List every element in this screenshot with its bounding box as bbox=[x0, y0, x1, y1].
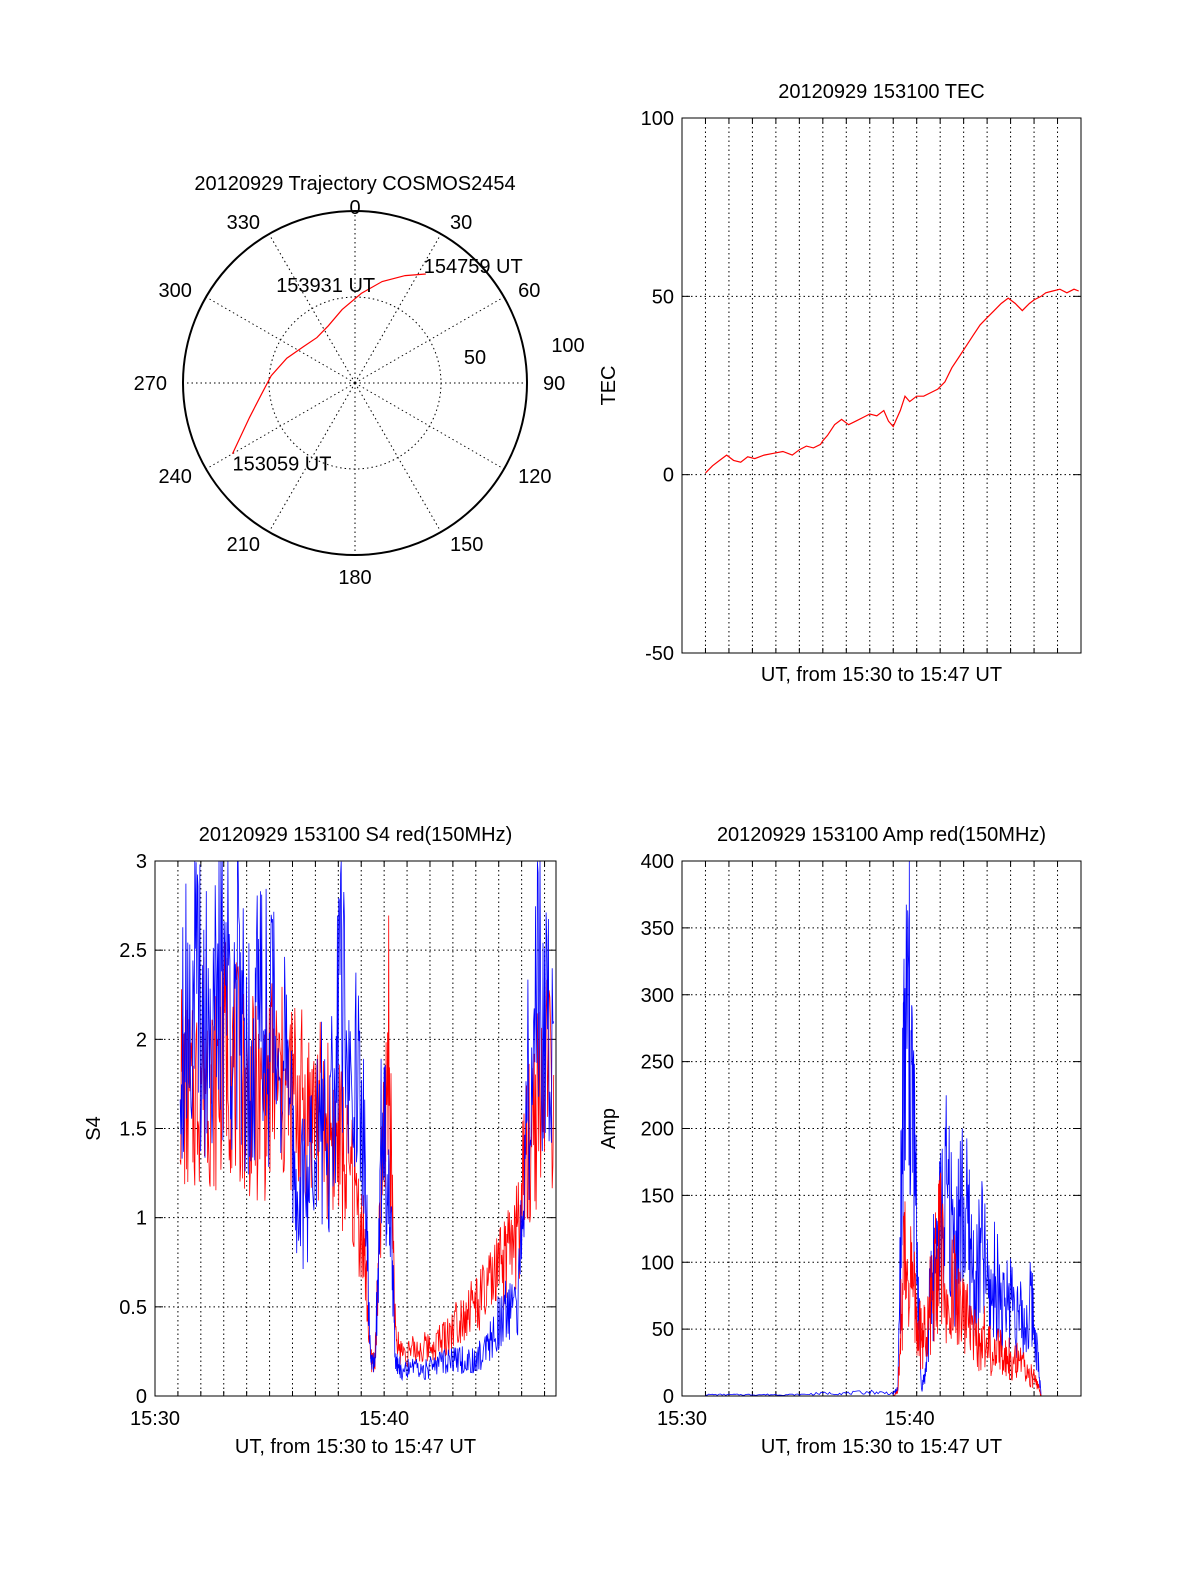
y-tick-label: 1.5 bbox=[119, 1119, 147, 1141]
polar-azimuth-label: 300 bbox=[159, 280, 192, 302]
y-tick-label: 0 bbox=[663, 1386, 674, 1408]
y-tick-label: 3 bbox=[136, 851, 147, 873]
y-tick-label: 200 bbox=[641, 1119, 674, 1141]
amp-chart: 20120929 153100 Amp red(150MHz) 0 50 100 150… bbox=[598, 824, 1082, 1458]
trajectory-time-annotation: 154759 UT bbox=[424, 256, 523, 278]
x-tick-label: 15:30 bbox=[130, 1408, 180, 1430]
polar-spoke bbox=[354, 382, 442, 533]
polar-azimuth-label: 120 bbox=[518, 466, 551, 488]
trajectory-time-annotation: 153931 UT bbox=[276, 275, 375, 297]
tec-chart-series-line bbox=[705, 288, 1079, 474]
polar-azimuth-label: 210 bbox=[227, 534, 260, 556]
polar-spoke bbox=[268, 382, 356, 533]
polar-spoke bbox=[354, 296, 505, 384]
s4-chart-ylabel: S4 bbox=[83, 1116, 105, 1140]
y-tick-label: 50 bbox=[652, 286, 674, 308]
polar-spoke bbox=[268, 233, 356, 384]
trajectory-time-annotation: 153059 UT bbox=[233, 454, 332, 476]
y-tick-label: 400 bbox=[641, 851, 674, 873]
s4-chart: 20120929 153100 S4 red(150MHz) 0 0.5 1 1.5 2 2… bbox=[83, 824, 557, 1458]
polar-azimuth-label: 240 bbox=[159, 466, 192, 488]
polar-azimuth-label: 30 bbox=[450, 212, 472, 234]
y-tick-label: 1 bbox=[136, 1208, 147, 1230]
amp-chart-xlabel: UT, from 15:30 to 15:47 UT bbox=[761, 1436, 1002, 1458]
s4-chart-title: 20120929 153100 S4 red(150MHz) bbox=[199, 824, 513, 846]
polar-azimuth-label: 90 bbox=[543, 373, 565, 395]
tec-chart-xlabel: UT, from 15:30 to 15:47 UT bbox=[761, 664, 1002, 686]
polar-spoke bbox=[205, 382, 356, 470]
polar-radius-label: 100 bbox=[551, 335, 584, 357]
polar-spoke bbox=[205, 296, 356, 384]
y-tick-label: 2.5 bbox=[119, 940, 147, 962]
y-tick-label: 0.5 bbox=[119, 1297, 147, 1319]
polar-spoke bbox=[354, 382, 505, 470]
polar-spoke bbox=[354, 233, 442, 384]
polar-title: 20120929 Trajectory COSMOS2454 bbox=[194, 173, 515, 195]
x-tick-label: 15:40 bbox=[885, 1408, 935, 1430]
polar-radius-label: 50 bbox=[464, 347, 486, 369]
amp-chart-frame bbox=[681, 860, 1082, 1397]
y-tick-label: 0 bbox=[663, 465, 674, 487]
polar-azimuth-label: 330 bbox=[227, 212, 260, 234]
y-tick-label: 100 bbox=[641, 108, 674, 130]
y-tick-label: 2 bbox=[136, 1029, 147, 1051]
y-tick-label: -50 bbox=[645, 643, 674, 665]
polar-azimuth-label: 0 bbox=[349, 197, 360, 219]
amp-chart-ylabel: Amp bbox=[598, 1108, 620, 1149]
tec-chart-title: 20120929 153100 TEC bbox=[778, 81, 984, 103]
x-tick-label: 15:40 bbox=[359, 1408, 409, 1430]
polar-azimuth-label: 150 bbox=[450, 534, 483, 556]
amp-chart-title: 20120929 153100 Amp red(150MHz) bbox=[717, 824, 1046, 846]
y-tick-label: 100 bbox=[641, 1252, 674, 1274]
tec-chart: 20120929 153100 TEC -50 0 50 100 UT, from 15:… bbox=[598, 81, 1082, 686]
trajectory-line bbox=[231, 273, 426, 454]
y-tick-label: 150 bbox=[641, 1185, 674, 1207]
polar-azimuth-label: 270 bbox=[134, 373, 167, 395]
s4-chart-xlabel: UT, from 15:30 to 15:47 UT bbox=[235, 1436, 476, 1458]
tec-chart-frame bbox=[681, 117, 1082, 654]
s4-chart-frame bbox=[154, 860, 557, 1397]
y-tick-label: 300 bbox=[641, 985, 674, 1007]
polar-azimuth-label: 60 bbox=[518, 280, 540, 302]
polar-azimuth-label: 180 bbox=[338, 567, 371, 589]
x-tick-label: 15:30 bbox=[657, 1408, 707, 1430]
s4-chart-series-blue bbox=[179, 860, 555, 1382]
y-tick-label: 350 bbox=[641, 918, 674, 940]
y-tick-label: 250 bbox=[641, 1052, 674, 1074]
y-tick-label: 0 bbox=[136, 1386, 147, 1408]
tec-chart-ylabel: TEC bbox=[598, 366, 620, 406]
y-tick-label: 50 bbox=[652, 1319, 674, 1341]
